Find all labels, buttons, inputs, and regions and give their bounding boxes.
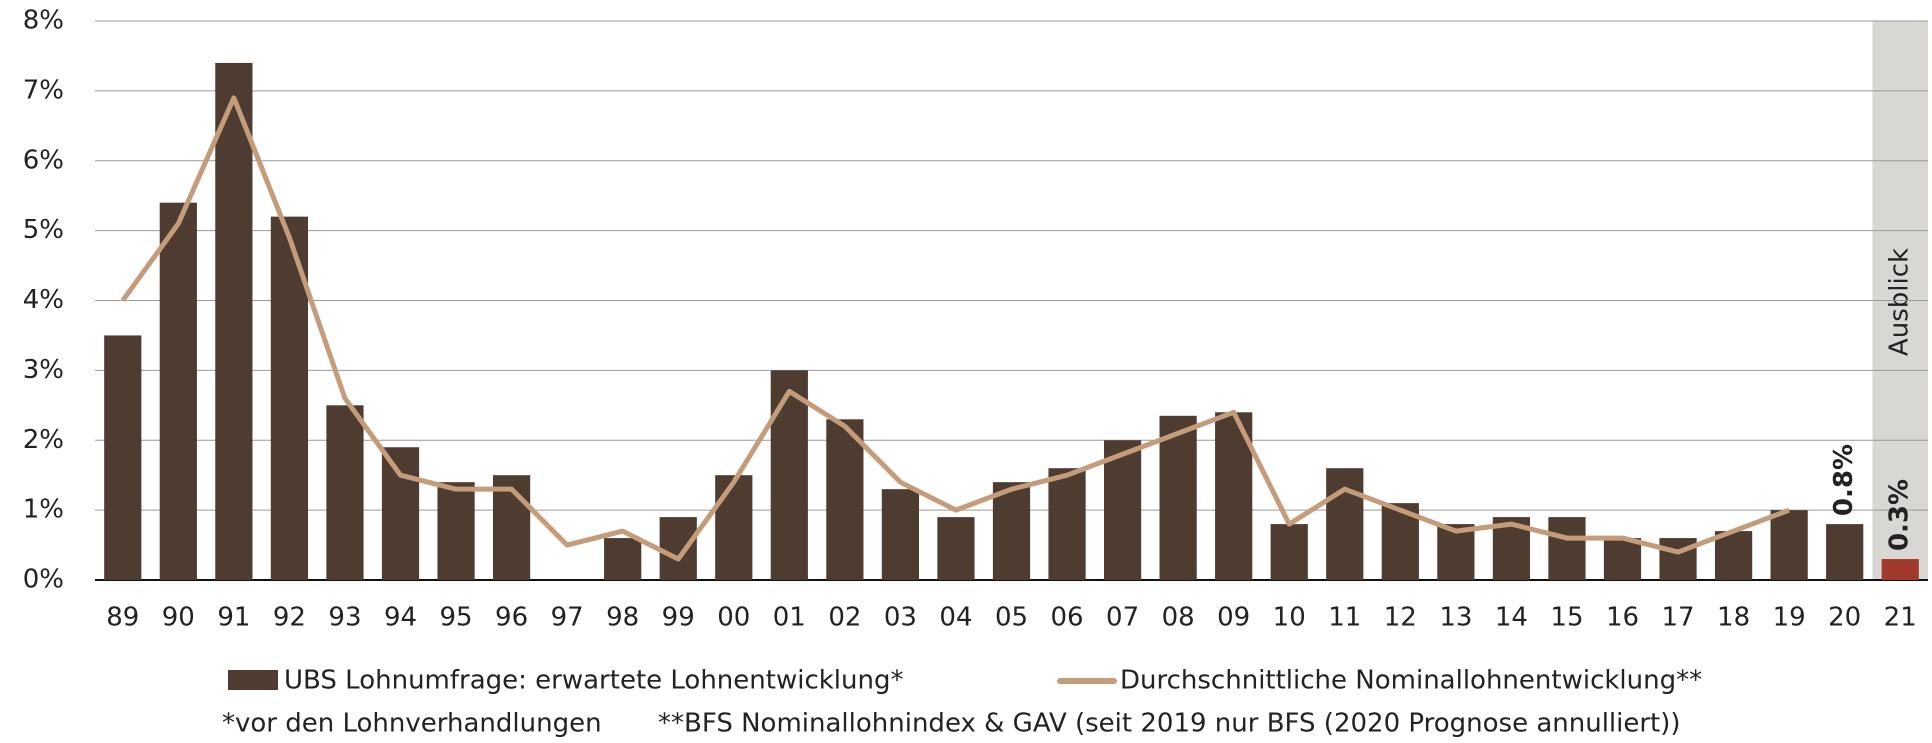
bar xyxy=(1159,415,1197,580)
y-tick-label: 7% xyxy=(23,75,64,105)
bar xyxy=(1548,517,1586,580)
bar xyxy=(326,405,364,580)
bar xyxy=(881,489,920,580)
x-tick-label: 18 xyxy=(1717,603,1750,633)
x-tick-label: 89 xyxy=(106,603,139,633)
bar xyxy=(381,447,420,580)
bar xyxy=(437,482,475,580)
value-label: 0.3% xyxy=(1885,479,1915,551)
y-tick-label: 6% xyxy=(23,145,64,175)
x-tick-label: 19 xyxy=(1773,603,1806,633)
x-tick-label: 00 xyxy=(717,603,750,633)
x-tick-label: 15 xyxy=(1550,603,1583,633)
bar xyxy=(1770,510,1808,580)
bar xyxy=(159,202,197,581)
bar xyxy=(1326,468,1364,580)
bar xyxy=(215,62,253,581)
bar xyxy=(826,419,864,580)
footnote: *vor den Lohnverhandlungen xyxy=(222,709,602,739)
x-tick-label: 06 xyxy=(1050,603,1083,633)
x-tick-label: 94 xyxy=(384,603,417,633)
x-tick-label: 91 xyxy=(217,603,250,633)
x-tick-label: 98 xyxy=(606,603,639,633)
x-tick-label: 11 xyxy=(1328,603,1361,633)
x-tick-label: 07 xyxy=(1106,603,1139,633)
bar xyxy=(1881,559,1919,580)
bar xyxy=(1603,538,1642,580)
x-tick-label: 92 xyxy=(273,603,306,633)
x-tick-label: 16 xyxy=(1606,603,1639,633)
bar xyxy=(1270,524,1308,580)
y-tick-label: 5% xyxy=(23,215,64,245)
x-tick-label: 03 xyxy=(884,603,917,633)
x-tick-label: 01 xyxy=(773,603,806,633)
bar xyxy=(1103,440,1142,580)
line xyxy=(120,95,1791,562)
x-tick-label: 90 xyxy=(162,603,195,633)
x-tick-label: 14 xyxy=(1495,603,1528,633)
x-tick-label: 20 xyxy=(1828,603,1861,633)
bar xyxy=(992,482,1031,580)
bar xyxy=(937,517,975,580)
legend-label: UBS Lohnumfrage: erwartete Lohnentwicklu… xyxy=(284,666,903,696)
x-tick-label: 02 xyxy=(828,603,861,633)
bar xyxy=(104,335,142,580)
y-tick-label: 1% xyxy=(23,495,64,525)
x-tick-label: 05 xyxy=(995,603,1028,633)
x-tick-label: 99 xyxy=(662,603,695,633)
bar xyxy=(1714,531,1753,580)
bar xyxy=(604,538,642,580)
y-tick-label: 8% xyxy=(23,6,64,36)
x-tick-label: 10 xyxy=(1273,603,1306,633)
bar xyxy=(770,370,808,580)
x-tick-label: 12 xyxy=(1384,603,1417,633)
bar xyxy=(715,475,753,580)
x-tick-label: 97 xyxy=(551,603,584,633)
x-tick-label: 17 xyxy=(1661,603,1694,633)
forecast-label: Ausblick xyxy=(1885,248,1915,356)
legend-label: Durchschnittliche Nominallohnentwicklung… xyxy=(1120,666,1702,696)
y-tick-label: 2% xyxy=(23,425,64,455)
x-tick-label: 95 xyxy=(439,603,472,633)
bar xyxy=(1659,538,1697,580)
y-tick-label: 3% xyxy=(23,355,64,385)
y-tick-label: 4% xyxy=(23,285,64,315)
bar xyxy=(1048,468,1086,580)
x-tick-label: 08 xyxy=(1162,603,1195,633)
x-tick-label: 09 xyxy=(1217,603,1250,633)
x-tick-label: 96 xyxy=(495,603,528,633)
footnote: **BFS Nominallohnindex & GAV (seit 2019 … xyxy=(658,709,1681,739)
x-tick-label: 13 xyxy=(1439,603,1472,633)
bar xyxy=(1826,524,1864,580)
y-tick-label: 0% xyxy=(23,565,64,595)
value-label: 0.8% xyxy=(1829,444,1859,516)
x-tick-label: 93 xyxy=(328,603,361,633)
bar xyxy=(659,517,697,580)
x-tick-label: 04 xyxy=(939,603,972,633)
legend-swatch xyxy=(228,670,278,690)
x-tick-label: 21 xyxy=(1884,603,1917,633)
